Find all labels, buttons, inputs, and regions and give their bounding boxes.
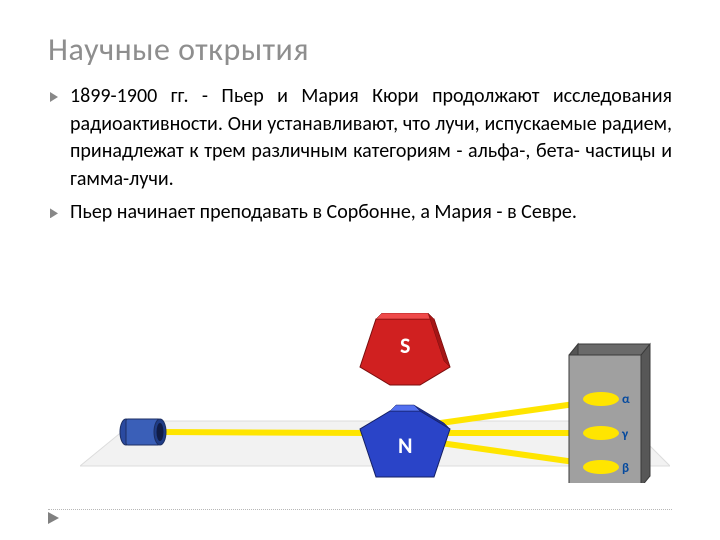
footer-arrow-icon xyxy=(48,512,59,524)
magnet-north: N xyxy=(360,405,450,477)
ray-label-beta: β xyxy=(622,461,629,476)
list-item: Пьер начинает преподавать в Сорбонне, а … xyxy=(48,199,672,227)
detector-screen: α γ β xyxy=(569,344,650,483)
magnet-s-label: S xyxy=(400,332,410,359)
slide: Научные открытия 1899-1900 гг. - Пьер и … xyxy=(0,0,720,540)
magnet-n-label: N xyxy=(398,432,413,459)
emitter xyxy=(120,419,166,445)
ray-label-alpha: α xyxy=(622,392,630,407)
ray-main xyxy=(162,432,370,433)
footer-rule xyxy=(48,509,672,510)
ray-label-gamma: γ xyxy=(621,427,629,442)
body-text-list: 1899-1900 гг. - Пьер и Мария Кюри продол… xyxy=(48,83,672,227)
radiation-diagram: S N α γ β xyxy=(80,313,670,483)
list-item: 1899-1900 гг. - Пьер и Мария Кюри продол… xyxy=(48,83,672,193)
page-title: Научные открытия xyxy=(48,30,672,69)
magnet-south: S xyxy=(360,313,450,385)
